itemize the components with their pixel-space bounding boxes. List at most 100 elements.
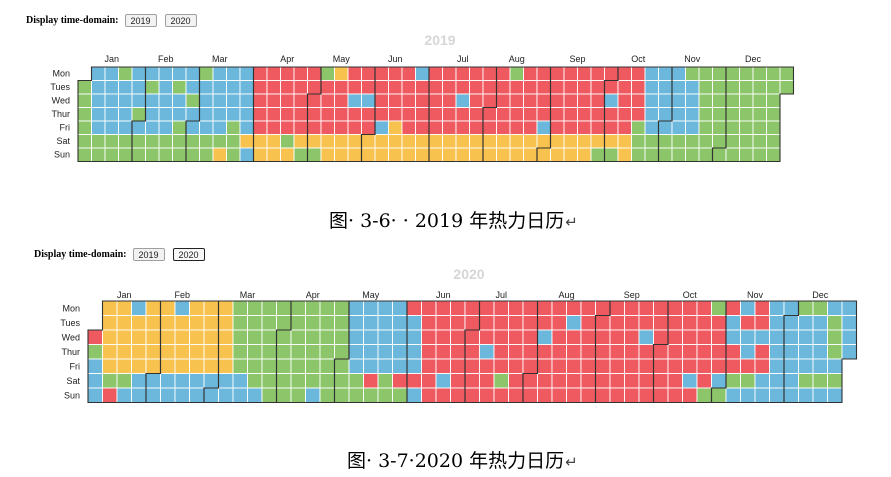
day-cell[interactable]: [827, 300, 843, 316]
day-cell[interactable]: [253, 147, 268, 162]
day-cell[interactable]: [305, 373, 321, 389]
day-cell[interactable]: [363, 329, 379, 345]
day-cell[interactable]: [118, 93, 133, 108]
day-cell[interactable]: [290, 373, 306, 389]
day-cell[interactable]: [104, 107, 119, 122]
day-cell[interactable]: [428, 80, 443, 95]
day-cell[interactable]: [766, 134, 781, 149]
day-cell[interactable]: [374, 80, 389, 95]
day-cell[interactable]: [77, 147, 92, 162]
day-cell[interactable]: [624, 344, 640, 360]
day-cell[interactable]: [455, 134, 470, 149]
day-cell[interactable]: [653, 329, 669, 345]
day-cell[interactable]: [104, 80, 119, 95]
day-cell[interactable]: [698, 80, 713, 95]
day-cell[interactable]: [428, 120, 443, 135]
day-cell[interactable]: [388, 66, 403, 81]
day-cell[interactable]: [550, 107, 565, 122]
day-cell[interactable]: [334, 107, 349, 122]
day-cell[interactable]: [667, 300, 683, 316]
day-cell[interactable]: [580, 373, 596, 389]
day-cell[interactable]: [752, 107, 767, 122]
day-cell[interactable]: [293, 80, 308, 95]
day-cell[interactable]: [496, 134, 511, 149]
day-cell[interactable]: [479, 387, 495, 403]
day-cell[interactable]: [232, 373, 248, 389]
day-cell[interactable]: [644, 120, 659, 135]
day-cell[interactable]: [131, 300, 147, 316]
day-cell[interactable]: [682, 300, 698, 316]
day-cell[interactable]: [421, 373, 437, 389]
day-cell[interactable]: [261, 358, 277, 374]
day-cell[interactable]: [239, 80, 254, 95]
day-cell[interactable]: [305, 387, 321, 403]
day-cell[interactable]: [307, 134, 322, 149]
day-cell[interactable]: [522, 300, 538, 316]
day-cell[interactable]: [725, 387, 741, 403]
day-cell[interactable]: [754, 387, 770, 403]
day-cell[interactable]: [609, 300, 625, 316]
day-cell[interactable]: [374, 147, 389, 162]
day-cell[interactable]: [442, 93, 457, 108]
day-cell[interactable]: [388, 107, 403, 122]
day-cell[interactable]: [563, 147, 578, 162]
day-cell[interactable]: [203, 387, 219, 403]
day-cell[interactable]: [783, 344, 799, 360]
day-cell[interactable]: [320, 147, 335, 162]
day-cell[interactable]: [377, 358, 393, 374]
day-cell[interactable]: [435, 373, 451, 389]
day-cell[interactable]: [334, 373, 350, 389]
day-cell[interactable]: [550, 80, 565, 95]
day-cell[interactable]: [551, 315, 567, 331]
day-cell[interactable]: [116, 315, 132, 331]
day-cell[interactable]: [604, 93, 619, 108]
day-cell[interactable]: [305, 344, 321, 360]
day-cell[interactable]: [798, 358, 814, 374]
day-cell[interactable]: [212, 120, 227, 135]
day-cell[interactable]: [280, 66, 295, 81]
day-cell[interactable]: [566, 358, 582, 374]
day-cell[interactable]: [537, 329, 553, 345]
day-cell[interactable]: [638, 315, 654, 331]
day-cell[interactable]: [624, 300, 640, 316]
day-cell[interactable]: [348, 387, 364, 403]
day-cell[interactable]: [212, 147, 227, 162]
day-cell[interactable]: [212, 66, 227, 81]
day-cell[interactable]: [739, 66, 754, 81]
day-cell[interactable]: [212, 134, 227, 149]
day-cell[interactable]: [508, 373, 524, 389]
day-cell[interactable]: [577, 147, 592, 162]
day-cell[interactable]: [226, 107, 241, 122]
day-cell[interactable]: [174, 329, 190, 345]
day-cell[interactable]: [493, 300, 509, 316]
day-cell[interactable]: [266, 66, 281, 81]
day-cell[interactable]: [247, 300, 263, 316]
day-cell[interactable]: [725, 66, 740, 81]
day-cell[interactable]: [671, 93, 686, 108]
day-cell[interactable]: [290, 358, 306, 374]
day-cell[interactable]: [523, 107, 538, 122]
day-cell[interactable]: [769, 373, 785, 389]
day-cell[interactable]: [361, 93, 376, 108]
day-cell[interactable]: [509, 120, 524, 135]
day-cell[interactable]: [671, 107, 686, 122]
day-cell[interactable]: [290, 329, 306, 345]
day-cell[interactable]: [199, 147, 214, 162]
day-cell[interactable]: [212, 80, 227, 95]
day-cell[interactable]: [131, 373, 147, 389]
day-cell[interactable]: [739, 80, 754, 95]
day-cell[interactable]: [536, 80, 551, 95]
day-cell[interactable]: [766, 120, 781, 135]
day-cell[interactable]: [276, 329, 292, 345]
day-cell[interactable]: [609, 358, 625, 374]
day-cell[interactable]: [754, 373, 770, 389]
day-cell[interactable]: [307, 107, 322, 122]
day-cell[interactable]: [580, 300, 596, 316]
day-cell[interactable]: [334, 93, 349, 108]
day-cell[interactable]: [102, 300, 118, 316]
day-cell[interactable]: [361, 120, 376, 135]
day-cell[interactable]: [145, 387, 161, 403]
day-cell[interactable]: [199, 80, 214, 95]
day-cell[interactable]: [232, 344, 248, 360]
day-cell[interactable]: [696, 387, 712, 403]
